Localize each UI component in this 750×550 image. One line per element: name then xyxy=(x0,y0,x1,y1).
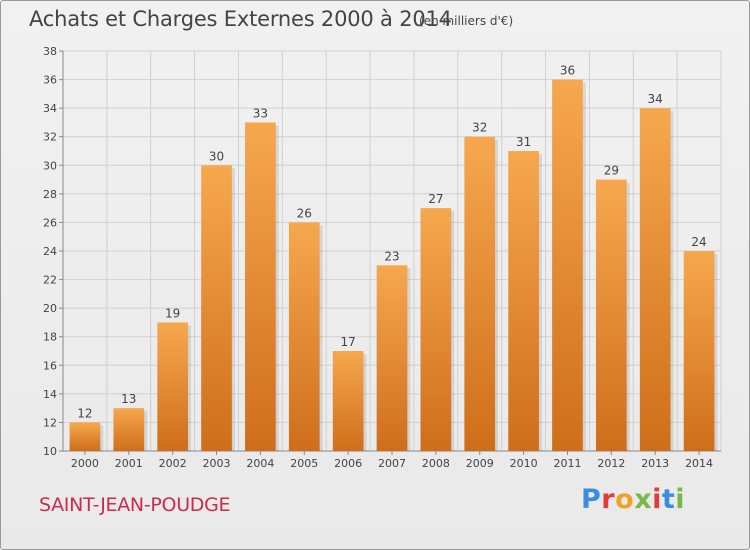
y-tick-label: 20 xyxy=(43,302,57,315)
bar xyxy=(552,79,583,452)
x-tick-label: 2007 xyxy=(378,457,406,470)
logo-letter: i xyxy=(675,484,686,515)
y-tick-label: 36 xyxy=(43,74,57,87)
commune-name: SAINT-JEAN-POUDGE xyxy=(39,494,231,516)
y-tick-label: 16 xyxy=(43,359,57,372)
x-tick-label: 2004 xyxy=(246,457,274,470)
bar-value-label: 36 xyxy=(560,64,575,78)
bar xyxy=(245,122,276,451)
bar-value-label: 33 xyxy=(253,106,268,120)
bar-value-label: 17 xyxy=(340,335,355,349)
bar-value-label: 30 xyxy=(209,149,224,163)
bar-value-label: 24 xyxy=(691,235,706,249)
y-tick-label: 32 xyxy=(43,131,57,144)
bar-value-label: 13 xyxy=(121,392,136,406)
chart-title: Achats et Charges Externes 2000 à 2014 xyxy=(29,7,452,31)
y-tick-label: 28 xyxy=(43,188,57,201)
bar xyxy=(595,179,627,452)
y-tick-label: 10 xyxy=(43,445,57,458)
bar xyxy=(69,422,101,451)
bar-value-label: 32 xyxy=(472,121,487,135)
logo-letter: x xyxy=(634,484,653,515)
x-tick-label: 2005 xyxy=(290,457,318,470)
x-tick-label: 2009 xyxy=(466,457,494,470)
x-tick-label: 2006 xyxy=(334,457,362,470)
x-tick-label: 2010 xyxy=(510,457,538,470)
y-tick-label: 38 xyxy=(43,45,57,58)
bar xyxy=(201,165,232,452)
logo-letter: t xyxy=(661,484,676,515)
logo-letter: P xyxy=(581,484,602,515)
bar-value-label: 12 xyxy=(77,406,92,420)
x-tick-label: 2013 xyxy=(641,457,669,470)
bar-value-label: 26 xyxy=(297,206,312,220)
logo-letter: o xyxy=(615,484,635,515)
bar xyxy=(420,208,452,451)
proxiti-logo: Proxiti xyxy=(581,484,685,515)
y-tick-label: 34 xyxy=(43,102,57,115)
x-tick-label: 2003 xyxy=(203,457,231,470)
y-tick-label: 22 xyxy=(43,274,57,287)
x-tick-label: 2002 xyxy=(159,457,187,470)
bar xyxy=(639,108,671,452)
bar xyxy=(332,351,364,451)
bar xyxy=(113,408,145,451)
y-tick-label: 12 xyxy=(43,416,57,429)
bars xyxy=(69,79,718,452)
bar xyxy=(157,322,189,451)
bar-value-label: 19 xyxy=(165,306,180,320)
x-tick-label: 2000 xyxy=(71,457,99,470)
bar xyxy=(508,151,539,451)
y-tick-label: 30 xyxy=(43,159,57,172)
bar-value-label: 29 xyxy=(604,164,619,178)
x-tick-label: 2008 xyxy=(422,457,450,470)
bar-value-label: 27 xyxy=(428,192,443,206)
x-tick-label: 2014 xyxy=(685,457,713,470)
x-tick-label: 2011 xyxy=(553,457,581,470)
y-tick-label: 26 xyxy=(43,216,57,229)
bar-value-label: 34 xyxy=(648,92,663,106)
logo-letter: r xyxy=(601,484,616,515)
y-tick-label: 14 xyxy=(43,388,57,401)
x-tick-label: 2012 xyxy=(597,457,625,470)
labels: 10 12 14 16 18 20 22 24 26 28 30 32 34 36 38 12 2000 13 20… xyxy=(43,45,713,470)
bar xyxy=(376,265,408,451)
bar xyxy=(464,136,496,451)
y-tick-label: 18 xyxy=(43,331,57,344)
bar-value-label: 31 xyxy=(516,135,531,149)
x-tick-label: 2001 xyxy=(115,457,143,470)
y-tick-label: 24 xyxy=(43,245,57,258)
chart-subtitle: (en milliers d'€) xyxy=(419,14,514,28)
logo-letter: i xyxy=(652,484,662,515)
bar-value-label: 23 xyxy=(384,249,399,263)
bar xyxy=(683,251,715,451)
bar xyxy=(288,222,320,451)
